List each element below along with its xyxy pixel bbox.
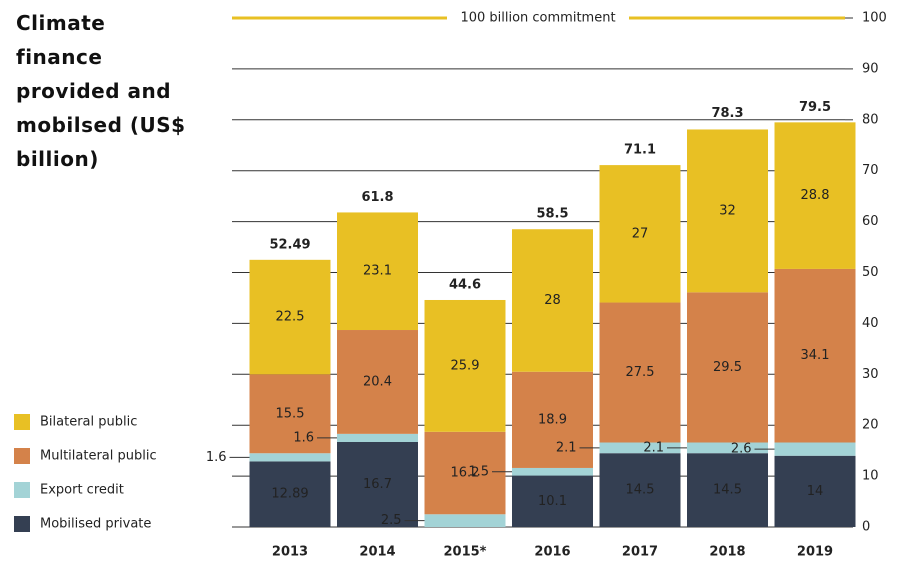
- bar-segment: [424, 514, 506, 527]
- bar-segment: [337, 330, 418, 434]
- value-label: 14: [807, 484, 824, 499]
- value-label: 14.5: [626, 483, 655, 498]
- bar-segment: [249, 453, 331, 462]
- x-tick-label: 2018: [709, 545, 745, 560]
- x-tick-label: 2014: [359, 545, 395, 560]
- bar-segment: [424, 299, 506, 432]
- y-tick-label: 70: [862, 163, 879, 178]
- value-label: 34.1: [801, 348, 830, 363]
- value-label: 1.6: [206, 450, 227, 465]
- total-label: 52.49: [269, 237, 310, 252]
- value-label: 20.4: [363, 374, 392, 389]
- chart-title: Climate finance provided and mobilsed (U…: [16, 11, 186, 171]
- x-tick-label: 2017: [622, 545, 658, 560]
- bar-segment: [687, 453, 768, 527]
- bar-segment: [424, 431, 506, 515]
- bar-segment: [774, 442, 856, 456]
- value-label: 1.6: [293, 430, 314, 445]
- bar-segment: [512, 475, 593, 527]
- value-label: 25.9: [451, 358, 480, 373]
- y-tick-label: 10: [862, 469, 879, 484]
- value-label: 27.5: [626, 365, 655, 380]
- bar-segment: [512, 371, 593, 468]
- x-tick-label: 2013: [272, 545, 308, 560]
- value-label: 12.89: [271, 487, 308, 502]
- x-tick-label: 2015*: [444, 545, 487, 560]
- value-label: 1.5: [468, 464, 489, 479]
- value-label: 2.5: [381, 513, 402, 528]
- value-label: 32: [719, 203, 736, 218]
- value-label: 2.1: [643, 440, 664, 455]
- bar-segment: [774, 268, 856, 443]
- y-tick-label: 100: [862, 11, 887, 26]
- legend-swatch: [14, 448, 30, 464]
- legend-label: Export credit: [40, 483, 124, 498]
- bar-segment: [599, 442, 681, 454]
- bar-segment: [337, 433, 418, 442]
- legend-swatch: [14, 414, 30, 430]
- value-label: 27: [632, 226, 649, 241]
- y-tick-label: 30: [862, 367, 879, 382]
- value-label: 28.8: [801, 188, 830, 203]
- value-label: 2.6: [731, 442, 752, 457]
- total-label: 61.8: [361, 190, 393, 205]
- legend-label: Multilateral public: [40, 449, 157, 464]
- total-label: 44.6: [449, 277, 481, 292]
- value-label: 2.1: [556, 440, 577, 455]
- bar-segment: [337, 212, 418, 331]
- legend-label: Bilateral public: [40, 415, 137, 430]
- bar-segment: [249, 461, 331, 527]
- bar-segment: [249, 259, 331, 375]
- value-label: 15.5: [276, 406, 305, 421]
- bar-segment: [512, 229, 593, 372]
- value-label: 29.5: [713, 360, 742, 375]
- total-label: 79.5: [799, 100, 831, 115]
- value-label: 22.5: [276, 310, 305, 325]
- bar-segment: [687, 129, 768, 293]
- value-label: 10.1: [538, 494, 567, 509]
- value-label: 16.7: [363, 477, 392, 492]
- y-tick-label: 50: [862, 265, 879, 280]
- legend-swatch: [14, 482, 30, 498]
- reference-label-bg: [447, 8, 629, 28]
- value-label: 14.5: [713, 483, 742, 498]
- x-tick-label: 2016: [534, 545, 570, 560]
- x-tick-label: 2019: [797, 545, 833, 560]
- value-label: 16.2: [451, 466, 480, 481]
- bar-segment: [687, 442, 768, 454]
- y-tick-label: 20: [862, 418, 879, 433]
- bar-segment: [599, 165, 681, 303]
- bar-segment: [599, 302, 681, 443]
- legend-label: Mobilised private: [40, 517, 151, 532]
- reference-label: 100 billion commitment: [460, 11, 615, 26]
- bar-segment: [337, 441, 418, 527]
- bar-segment: [774, 455, 856, 527]
- total-label: 58.5: [536, 207, 568, 222]
- total-label: 71.1: [624, 143, 656, 158]
- y-tick-label: 40: [862, 316, 879, 331]
- bar-segment: [687, 292, 768, 443]
- value-label: 28: [544, 293, 561, 308]
- value-label: 23.1: [363, 264, 392, 279]
- legend-swatch: [14, 516, 30, 532]
- y-tick-label: 60: [862, 214, 879, 229]
- y-tick-label: 0: [862, 520, 870, 535]
- bar-segment: [249, 374, 331, 454]
- value-label: 18.9: [538, 412, 567, 427]
- y-tick-label: 90: [862, 61, 879, 76]
- y-tick-label: 80: [862, 112, 879, 127]
- bar-segment: [599, 453, 681, 527]
- total-label: 78.3: [711, 106, 743, 121]
- bar-segment: [774, 122, 856, 269]
- bar-segment: [512, 467, 593, 476]
